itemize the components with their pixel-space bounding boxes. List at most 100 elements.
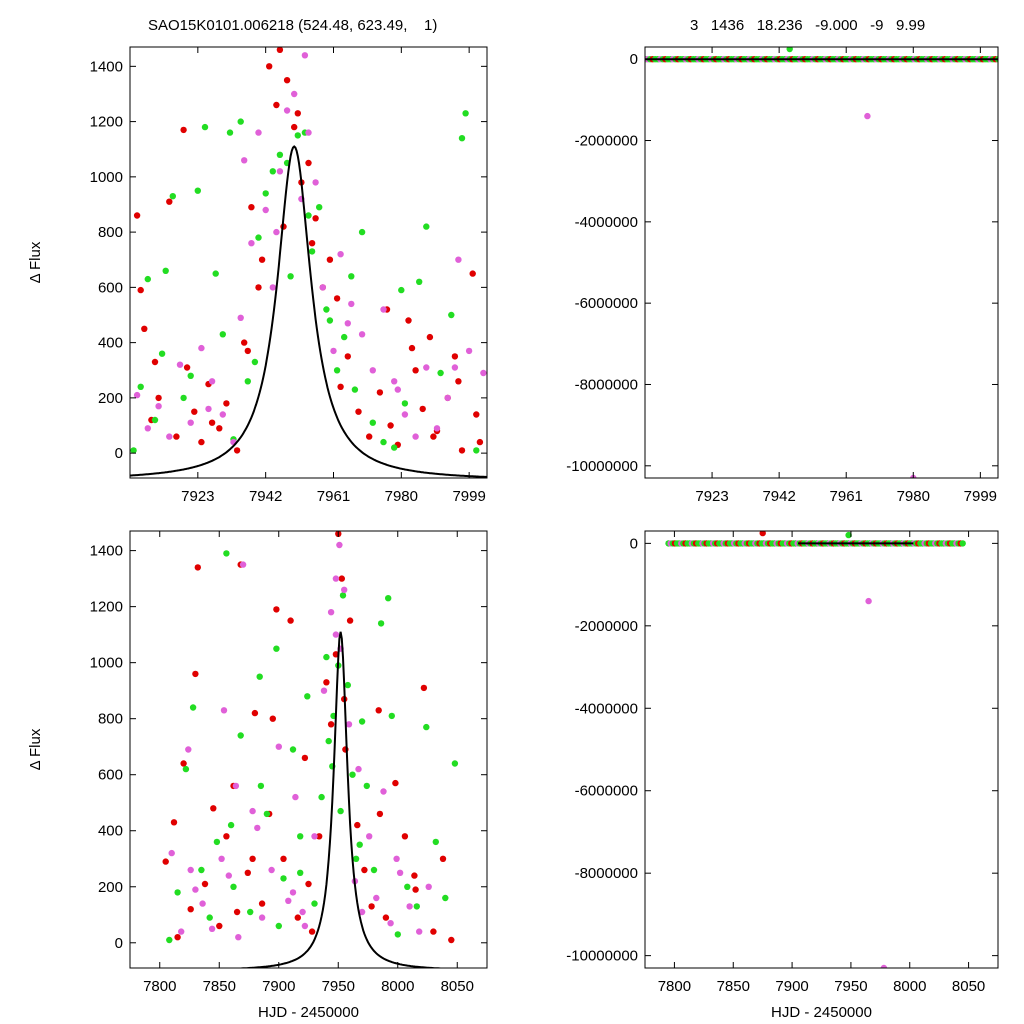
data-point	[339, 592, 347, 599]
data-point	[348, 273, 355, 280]
data-point	[232, 782, 240, 790]
data-point	[187, 906, 194, 913]
data-point	[323, 653, 330, 661]
data-point	[308, 248, 316, 255]
data-point	[305, 129, 312, 136]
y-tick-label: -6000000	[575, 783, 638, 800]
data-point	[173, 433, 180, 440]
data-point	[312, 179, 319, 186]
data-point	[262, 206, 269, 214]
data-point	[192, 670, 199, 678]
data-point	[369, 367, 376, 374]
x-tick-label: 8050	[952, 978, 985, 995]
x-tick-label: 8000	[893, 978, 926, 995]
data-point	[326, 317, 334, 324]
data-point	[304, 693, 311, 700]
data-point	[180, 126, 187, 134]
data-point	[405, 317, 412, 324]
data-point	[387, 422, 394, 429]
x-tick-label: 7850	[203, 978, 236, 995]
data-point	[258, 256, 266, 263]
data-point	[239, 561, 247, 568]
data-point	[423, 723, 430, 731]
data-point	[413, 903, 420, 910]
x-tick-label: 7800	[143, 978, 176, 995]
data-point	[182, 765, 190, 773]
data-point	[297, 869, 304, 876]
data-point	[294, 132, 301, 139]
data-point	[289, 746, 297, 753]
data-point	[430, 928, 437, 935]
data-point	[187, 866, 194, 874]
data-point	[223, 833, 230, 840]
data-point	[366, 433, 373, 440]
data-point	[237, 732, 244, 739]
data-point	[366, 833, 373, 840]
y-tick-label: 1400	[90, 58, 123, 75]
data-point	[355, 765, 362, 773]
data-point	[451, 760, 459, 767]
data-point	[394, 931, 401, 938]
data-point	[370, 866, 378, 874]
data-point	[262, 190, 269, 197]
data-point	[216, 425, 223, 432]
data-point	[473, 411, 480, 418]
data-point	[218, 855, 225, 862]
y-axis-label: Δ Flux	[27, 241, 44, 283]
data-point	[294, 914, 301, 921]
plot-frame	[644, 530, 999, 969]
data-point	[276, 151, 284, 158]
data-point	[166, 433, 173, 440]
data-point	[408, 344, 416, 352]
data-point	[308, 928, 316, 935]
data-point	[423, 223, 430, 230]
x-tick-label: 8050	[441, 978, 474, 995]
data-point	[416, 278, 423, 285]
data-point	[155, 394, 162, 402]
data-point	[206, 914, 213, 921]
y-tick-label: 1400	[90, 543, 123, 560]
data-point	[268, 866, 275, 874]
data-point	[301, 754, 309, 762]
data-point	[248, 204, 255, 211]
data-point	[199, 900, 206, 907]
series-red	[133, 47, 484, 454]
x-tick-label: 7961	[317, 488, 350, 505]
x-tick-label: 7800	[658, 978, 691, 995]
y-tick-label: -4000000	[575, 214, 638, 231]
data-point	[442, 894, 449, 902]
data-point	[349, 771, 356, 778]
data-point	[416, 928, 423, 935]
data-point	[338, 575, 345, 582]
data-point	[244, 347, 251, 355]
data-point	[458, 135, 466, 142]
x-tick-label: 7850	[717, 978, 750, 995]
x-tick-label: 7999	[964, 488, 997, 505]
data-point	[212, 270, 219, 277]
data-point	[401, 411, 409, 418]
data-point	[170, 819, 178, 826]
data-point	[412, 433, 419, 440]
data-point	[325, 737, 332, 745]
data-point	[133, 391, 141, 399]
data-point	[241, 339, 248, 346]
data-point	[305, 880, 312, 888]
y-tick-label: 1200	[90, 114, 123, 131]
model-curve	[130, 145, 487, 478]
data-point	[269, 168, 276, 175]
data-point	[192, 886, 199, 893]
x-tick-label: 7942	[762, 488, 795, 505]
plot-area	[665, 531, 966, 968]
data-point	[426, 333, 434, 341]
data-point	[337, 251, 344, 258]
data-point	[137, 383, 144, 390]
data-point	[455, 378, 462, 385]
data-point	[312, 215, 319, 222]
data-point	[201, 880, 209, 888]
data-point	[219, 331, 226, 338]
data-point	[273, 101, 280, 109]
data-point	[320, 687, 328, 694]
data-point	[255, 284, 262, 291]
plot-frame	[129, 46, 488, 479]
data-point	[432, 838, 439, 846]
